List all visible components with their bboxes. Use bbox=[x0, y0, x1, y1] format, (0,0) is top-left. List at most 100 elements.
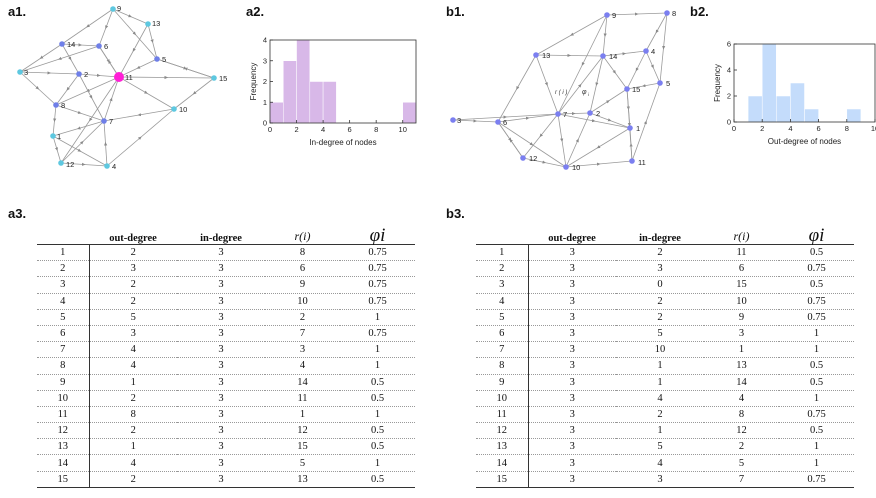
graph-edge bbox=[497, 121, 524, 159]
cell-phi: 0.5 bbox=[779, 374, 854, 391]
graph-edge bbox=[626, 88, 633, 162]
graph-node bbox=[664, 10, 670, 16]
cell-rank: 9 bbox=[704, 309, 779, 326]
table-row: 12 3 1 12 0.5 bbox=[476, 422, 854, 440]
cell-rank: 5 bbox=[704, 454, 779, 472]
graph-node bbox=[533, 52, 539, 58]
table-header-index bbox=[476, 228, 528, 245]
cell-phi: 0.75 bbox=[779, 293, 854, 310]
cell-phi: 1 bbox=[779, 341, 854, 359]
table-row: 4 2 3 10 0.75 bbox=[37, 293, 415, 310]
table-b3: out-degree in-degree r(i) φi 1 3 2 11 0.5 2 3 3… bbox=[476, 225, 854, 488]
cell-in-degree: 1 bbox=[616, 374, 704, 391]
cell-out-degree: 2 bbox=[89, 293, 177, 310]
y-tick-label: 2 bbox=[727, 92, 731, 101]
graph-node bbox=[520, 155, 526, 161]
graph-node bbox=[643, 48, 649, 54]
histogram-bar bbox=[846, 108, 862, 123]
graph-edge bbox=[60, 162, 108, 167]
cell-in-degree: 3 bbox=[177, 293, 265, 310]
cell-index: 13 bbox=[37, 438, 90, 456]
table-row: 9 1 3 14 0.5 bbox=[37, 374, 415, 391]
cell-index: 1 bbox=[37, 244, 90, 262]
cell-rank: 7 bbox=[704, 471, 779, 488]
graph-node bbox=[114, 72, 124, 82]
graph-edge bbox=[156, 58, 215, 79]
cell-index: 15 bbox=[37, 471, 90, 488]
graph-node bbox=[53, 102, 59, 108]
cell-phi: 1 bbox=[779, 325, 854, 343]
cell-rank: 12 bbox=[704, 422, 779, 440]
network-graph-b1: 9 8 13 14 4 15 5 3 6 7 2 1 12 10 11 r ( i ) φ i bbox=[450, 9, 676, 172]
cell-in-degree: 3 bbox=[177, 471, 265, 488]
table-row: 13 1 3 15 0.5 bbox=[37, 438, 415, 456]
table-row: 15 3 3 7 0.75 bbox=[476, 471, 854, 488]
graph-edge bbox=[118, 76, 175, 110]
cell-out-degree: 2 bbox=[89, 276, 177, 294]
y-axis-label: Frequency bbox=[713, 64, 722, 102]
table-row: 10 2 3 11 0.5 bbox=[37, 390, 415, 407]
cell-rank: 3 bbox=[704, 325, 779, 343]
graph-node-label: 3 bbox=[457, 116, 461, 125]
cell-phi: 0.5 bbox=[340, 438, 415, 456]
cell-in-degree: 3 bbox=[177, 325, 265, 343]
graph-node-label: 12 bbox=[66, 160, 74, 169]
cell-out-degree: 3 bbox=[528, 260, 616, 278]
graph-node bbox=[627, 125, 633, 131]
cell-out-degree: 2 bbox=[89, 390, 177, 407]
cell-phi: 0.75 bbox=[779, 406, 854, 424]
edges bbox=[452, 12, 668, 168]
graph-edge bbox=[602, 50, 647, 57]
graph-edge bbox=[52, 135, 62, 164]
table-row: 12 2 3 12 0.5 bbox=[37, 422, 415, 440]
graph-edge bbox=[589, 88, 628, 114]
graph-node-label: 15 bbox=[219, 74, 227, 83]
graph-node bbox=[495, 119, 501, 125]
cell-index: 5 bbox=[37, 309, 90, 326]
y-tick-label: 1 bbox=[263, 98, 267, 107]
histogram-bar bbox=[309, 81, 324, 124]
graph-node-label: 1 bbox=[636, 124, 640, 133]
cell-phi: 0.75 bbox=[340, 325, 415, 343]
cell-index: 15 bbox=[476, 471, 529, 488]
cell-index: 2 bbox=[476, 260, 529, 278]
cell-rank: 7 bbox=[265, 325, 340, 343]
table-row: 11 8 3 1 1 bbox=[37, 406, 415, 424]
table-row: 14 3 4 5 1 bbox=[476, 454, 854, 472]
graph-edge bbox=[452, 119, 499, 123]
cell-index: 13 bbox=[476, 438, 529, 456]
cell-rank: 4 bbox=[704, 390, 779, 407]
cell-out-degree: 4 bbox=[89, 357, 177, 375]
graph-node-label: 2 bbox=[596, 109, 600, 118]
cell-index: 11 bbox=[476, 406, 529, 424]
graph-node bbox=[657, 80, 663, 86]
cell-phi: 0.5 bbox=[340, 422, 415, 440]
table-header-phi-text: φi bbox=[808, 225, 825, 246]
cell-index: 6 bbox=[37, 325, 90, 343]
histogram-bar bbox=[761, 43, 777, 123]
cell-in-degree: 3 bbox=[177, 422, 265, 440]
cell-in-degree: 3 bbox=[177, 438, 265, 456]
phi-annotation: φ bbox=[582, 89, 587, 96]
cell-out-degree: 2 bbox=[89, 422, 177, 440]
graph-node bbox=[50, 133, 56, 139]
graph-edge bbox=[497, 54, 537, 123]
cell-in-degree: 3 bbox=[177, 390, 265, 407]
table-row: 1 3 2 11 0.5 bbox=[476, 244, 854, 262]
histogram-a2: 0 2 4 6 8 10 0 1 2 3 4 In-degree of nodes Frequency bbox=[249, 36, 417, 147]
cell-phi: 0.5 bbox=[779, 244, 854, 262]
cell-phi: 1 bbox=[340, 309, 415, 326]
cell-rank: 13 bbox=[704, 357, 779, 375]
histogram-bar bbox=[296, 39, 311, 124]
cell-phi: 0.5 bbox=[779, 422, 854, 440]
nodes: 9 13 14 6 5 3 2 11 15 8 10 7 1 12 4 bbox=[17, 4, 227, 171]
graph-node bbox=[587, 110, 593, 116]
cell-phi: 0.75 bbox=[340, 276, 415, 294]
cell-rank: 3 bbox=[265, 341, 340, 359]
cell-out-degree: 3 bbox=[528, 244, 616, 262]
graph-edge bbox=[645, 12, 668, 52]
graph-node-label: 13 bbox=[542, 51, 550, 60]
y-tick-label: 6 bbox=[727, 40, 731, 49]
table-row: 3 3 0 15 0.5 bbox=[476, 276, 854, 294]
graph-node bbox=[101, 118, 107, 124]
